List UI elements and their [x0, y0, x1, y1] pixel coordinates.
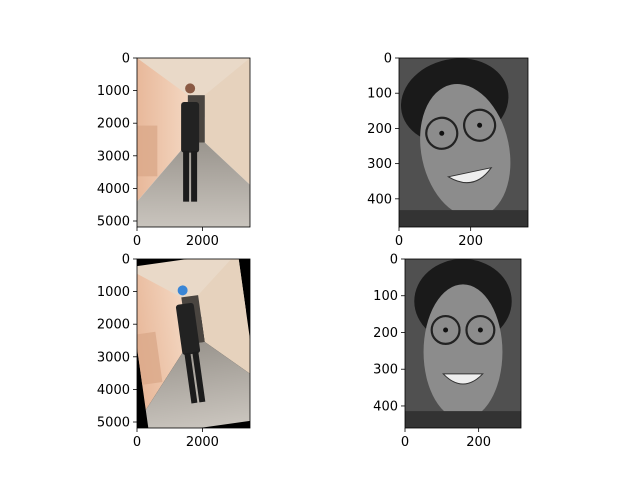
subplot-top-right: 0 200 0 100 200 300 400: [367, 52, 529, 249]
y-tick-label: 4000: [97, 182, 130, 197]
y-tick-label: 5000: [97, 416, 130, 431]
y-tick-label: 400: [367, 192, 392, 207]
y-tick-label: 2000: [97, 318, 130, 333]
axes-frame: [136, 258, 251, 429]
y-tick-label: 100: [373, 289, 398, 304]
y-tick-label: 100: [367, 87, 392, 102]
subplot-bottom-right: 0 200 0 100 200 300 400: [373, 253, 522, 450]
y-tick-label: 1000: [97, 84, 130, 99]
axes-frame: [136, 57, 251, 228]
subplot-bottom-left: 0 2000 0 1000 2000 3000 4000 5000: [97, 253, 251, 450]
x-tick-label: 200: [466, 435, 491, 450]
corridor-photo: [137, 58, 250, 227]
y-tick-label: 400: [373, 399, 398, 414]
y-tick-label: 4000: [97, 383, 130, 398]
x-tick-label: 0: [395, 234, 403, 249]
x-tick-label: 2000: [186, 435, 219, 450]
subplot-top-left: 0 2000 0 1000 2000 3000 4000 5000: [97, 52, 251, 249]
x-tick-label: 2000: [186, 234, 219, 249]
y-tick-label: 0: [390, 253, 398, 268]
x-tick-label: 0: [133, 435, 141, 450]
y-tick-label: 300: [367, 157, 392, 172]
x-tick-label: 200: [458, 234, 483, 249]
face-crop-upright: [405, 259, 521, 428]
y-tick-label: 2000: [97, 117, 130, 132]
y-tick-label: 0: [384, 52, 392, 67]
axes-frame: [398, 57, 529, 228]
axes-frame: [404, 258, 522, 429]
y-tick-label: 0: [122, 52, 130, 67]
y-tick-label: 200: [367, 122, 392, 137]
y-tick-label: 1000: [97, 285, 130, 300]
face-crop-tilted: [399, 58, 528, 227]
x-tick-label: 0: [133, 234, 141, 249]
x-tick-label: 0: [401, 435, 409, 450]
y-tick-label: 200: [373, 326, 398, 341]
rotated-corridor-photo: [137, 259, 250, 428]
y-tick-label: 3000: [97, 149, 130, 164]
y-tick-label: 5000: [97, 215, 130, 230]
y-tick-label: 3000: [97, 350, 130, 365]
y-tick-label: 300: [373, 363, 398, 378]
y-tick-label: 0: [122, 253, 130, 268]
